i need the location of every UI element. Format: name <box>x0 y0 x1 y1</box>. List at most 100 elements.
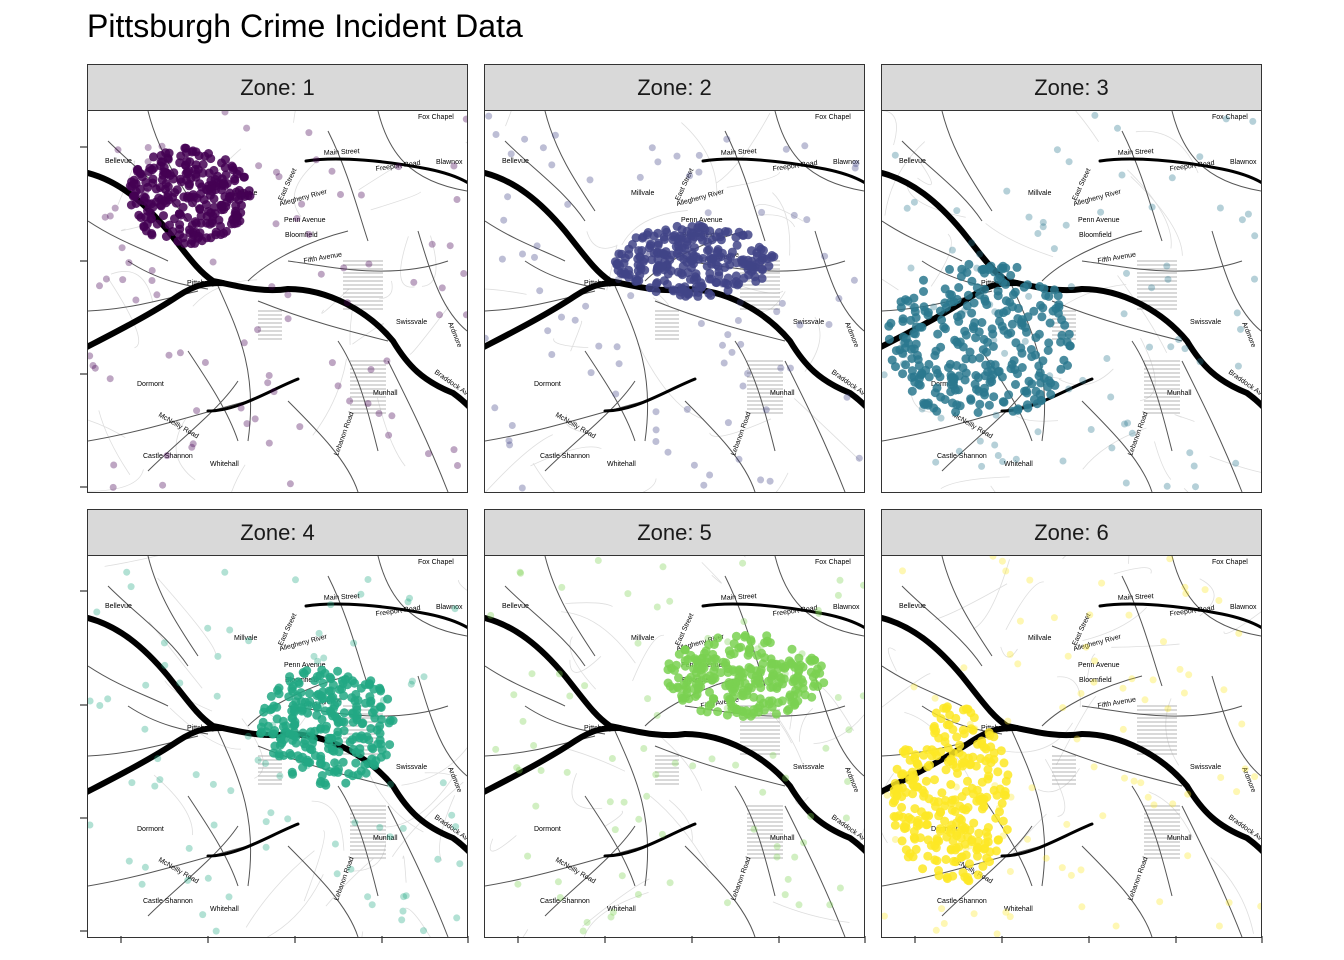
crime-point <box>1034 230 1042 237</box>
crime-point <box>320 668 330 678</box>
minor-street <box>266 874 324 937</box>
crime-point <box>128 779 136 787</box>
crime-point <box>161 232 171 241</box>
map-label-lebanon-road: Lebanon Road <box>333 411 355 457</box>
crime-point <box>731 631 741 641</box>
crime-point <box>383 694 393 704</box>
crime-point <box>398 916 406 924</box>
minor-street <box>311 800 345 851</box>
crime-point <box>1039 223 1047 231</box>
map-label-main-street: Main Street <box>721 148 757 157</box>
crime-point <box>1164 275 1172 283</box>
crime-point <box>506 441 514 449</box>
crime-point <box>932 383 942 393</box>
crime-point <box>272 220 280 228</box>
crime-point <box>1087 426 1095 433</box>
crime-point <box>912 821 922 831</box>
crime-point <box>337 676 347 686</box>
crime-point <box>498 255 506 263</box>
crime-point <box>631 233 641 243</box>
crime-point <box>328 359 336 367</box>
crime-point <box>998 816 1008 826</box>
crime-point <box>453 914 461 922</box>
crime-point <box>941 765 951 775</box>
crime-point <box>1215 922 1223 930</box>
street <box>327 130 369 242</box>
basemap-streets <box>88 111 467 492</box>
crime-point <box>843 393 851 401</box>
crime-point <box>934 871 944 881</box>
crime-point <box>618 872 626 880</box>
crime-point <box>989 748 999 758</box>
crime-point <box>952 400 962 410</box>
crime-point <box>914 374 924 384</box>
minor-street <box>882 673 931 708</box>
street <box>127 260 209 290</box>
map-label-blawnox: Blawnox <box>833 604 860 611</box>
map-label-bloomfield: Bloomfield <box>285 232 318 239</box>
crime-point <box>642 250 650 258</box>
crime-point <box>777 364 785 372</box>
crime-point <box>729 667 739 676</box>
crime-point <box>965 347 975 357</box>
crime-point <box>980 383 989 393</box>
street <box>287 260 449 272</box>
crime-point <box>1217 774 1225 781</box>
street <box>941 111 993 212</box>
crime-point <box>450 162 458 170</box>
crime-point <box>1090 678 1098 686</box>
crime-point <box>202 233 212 243</box>
minor-street <box>1075 111 1099 142</box>
street <box>337 340 379 452</box>
crime-point <box>356 772 364 780</box>
crime-point <box>175 220 185 230</box>
crime-point <box>947 795 957 805</box>
crime-point <box>894 811 904 821</box>
crime-point <box>758 208 766 216</box>
crime-point <box>230 174 239 184</box>
crime-point <box>689 684 699 694</box>
crime-point <box>982 792 992 802</box>
minor-street <box>743 556 746 558</box>
crime-point <box>298 668 308 677</box>
crime-point <box>1058 864 1066 872</box>
crime-point <box>267 809 275 817</box>
river <box>88 280 226 350</box>
crime-point <box>183 191 193 201</box>
map-label-munhall: Munhall <box>770 835 795 842</box>
map-label-blawnox: Blawnox <box>1230 159 1257 166</box>
street <box>88 665 169 707</box>
crime-point <box>936 824 945 834</box>
crime-point <box>934 733 944 743</box>
minor-street <box>485 434 553 492</box>
map-label-millvale: Millvale <box>234 635 257 642</box>
crime-point <box>118 244 126 252</box>
crime-point <box>606 798 614 806</box>
crime-point <box>739 559 747 567</box>
minor-street <box>107 277 140 349</box>
map-label-castle-shannon: Castle Shannon <box>540 453 590 460</box>
crime-point <box>386 833 394 841</box>
crime-point <box>644 695 652 703</box>
crime-point <box>930 303 938 311</box>
x-axis-ticks <box>120 936 1263 943</box>
crime-points <box>88 111 467 491</box>
crime-point <box>1036 378 1046 388</box>
minor-street <box>650 795 709 868</box>
crime-point <box>375 735 385 745</box>
map-label-swissvale: Swissvale <box>396 319 427 326</box>
minor-street <box>972 559 1010 630</box>
crime-point <box>739 668 749 678</box>
crime-point <box>125 259 133 267</box>
crime-point <box>999 832 1007 840</box>
crime-point <box>1241 765 1249 773</box>
map-label-pittsburgh: Pittsburgh <box>187 725 219 732</box>
crime-point <box>970 910 978 918</box>
crime-point <box>261 727 271 737</box>
crime-point <box>1004 717 1012 725</box>
crime-point <box>958 761 967 771</box>
crime-point <box>723 286 733 296</box>
crime-point <box>180 143 190 153</box>
crime-point <box>1232 459 1240 467</box>
